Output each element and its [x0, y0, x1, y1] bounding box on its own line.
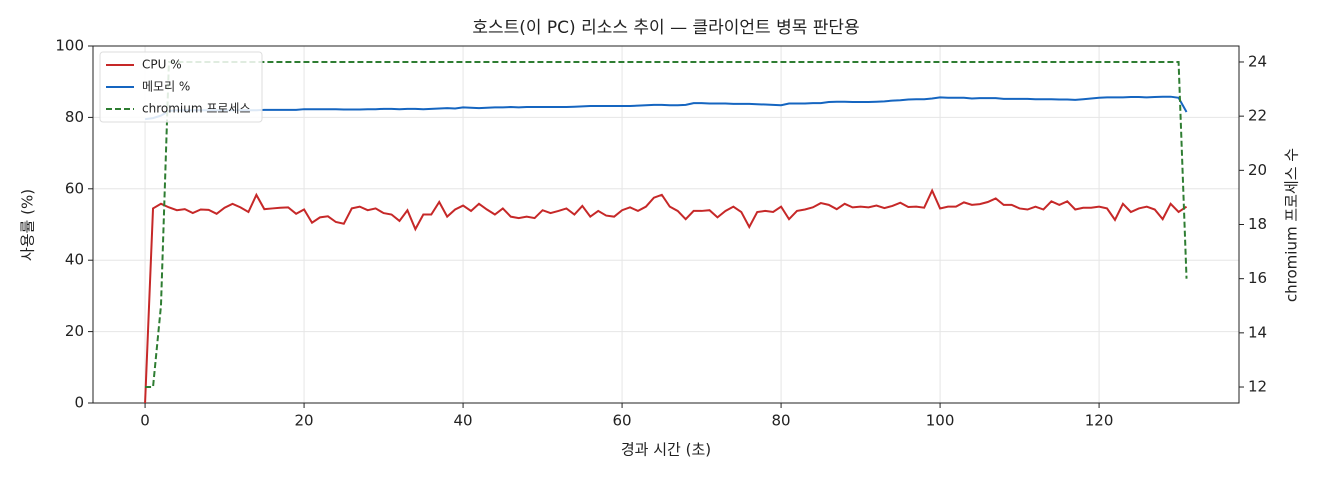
y-tick-label: 0: [74, 394, 84, 412]
y-tick-label: 80: [65, 108, 84, 126]
y2-tick-label: 12: [1248, 378, 1267, 396]
y2-axis-label: chromium 프로세스 수: [1283, 148, 1301, 302]
plot-frame: [92, 45, 1240, 404]
y-tick-label: 60: [65, 179, 84, 197]
x-axis-label: 경과 시간 (초): [621, 441, 711, 459]
series-line: [144, 95, 1188, 121]
y-axis-label: 사용률 (%): [19, 189, 37, 261]
y2-tick-label: 22: [1248, 107, 1267, 125]
y-tick-label: 100: [55, 37, 84, 55]
legend-box: [99, 51, 263, 123]
y2-tick-label: 14: [1248, 323, 1267, 341]
series-line: [144, 188, 1188, 404]
legend-label: 메모리 %: [142, 80, 190, 94]
x-tick-label: 80: [772, 412, 791, 430]
legend: CPU % 메모리 % chromium 프로세스: [99, 51, 263, 123]
x-tick-label: 0: [140, 412, 150, 430]
y2-tick-label: 24: [1248, 52, 1267, 70]
x-tick-label: 20: [295, 412, 314, 430]
y-tick-label: 20: [65, 322, 84, 340]
y2-tick-label: 20: [1248, 161, 1267, 179]
x-tick-label: 60: [613, 412, 632, 430]
series-line: [145, 60, 1188, 389]
y2-tick-label: 18: [1248, 215, 1267, 233]
x-tick-label: 120: [1085, 412, 1114, 430]
legend-label: CPU %: [142, 58, 182, 72]
chart-title: 호스트(이 PC) 리소스 추이 — 클라이언트 병목 판단용: [472, 18, 859, 38]
legend-label: chromium 프로세스: [142, 102, 251, 116]
x-tick-label: 100: [926, 412, 955, 430]
y-tick-label: 40: [65, 251, 84, 269]
x-tick-label: 40: [454, 412, 473, 430]
y2-tick-label: 16: [1248, 269, 1267, 287]
